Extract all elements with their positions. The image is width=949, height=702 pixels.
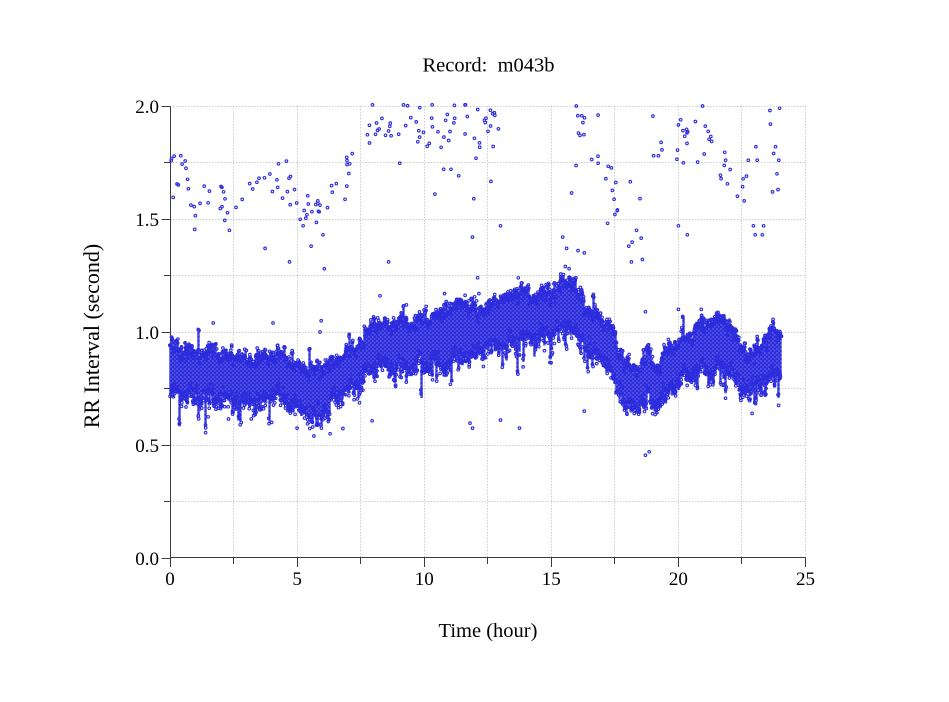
svg-text:10: 10 <box>415 569 434 590</box>
svg-text:0.0: 0.0 <box>135 549 159 570</box>
svg-text:5: 5 <box>292 569 302 590</box>
svg-text:15: 15 <box>542 569 561 590</box>
svg-text:1.0: 1.0 <box>135 323 159 344</box>
svg-text:25: 25 <box>796 569 815 590</box>
svg-text:Record: m043b: Record: m043b <box>422 55 554 77</box>
svg-text:Time (hour): Time (hour) <box>439 620 538 642</box>
svg-text:RR Interval (second): RR Interval (second) <box>79 244 104 429</box>
svg-text:0.5: 0.5 <box>135 436 159 457</box>
svg-text:0: 0 <box>165 569 175 590</box>
svg-text:20: 20 <box>669 569 688 590</box>
svg-text:2.0: 2.0 <box>135 97 159 118</box>
svg-text:1.5: 1.5 <box>135 210 159 231</box>
